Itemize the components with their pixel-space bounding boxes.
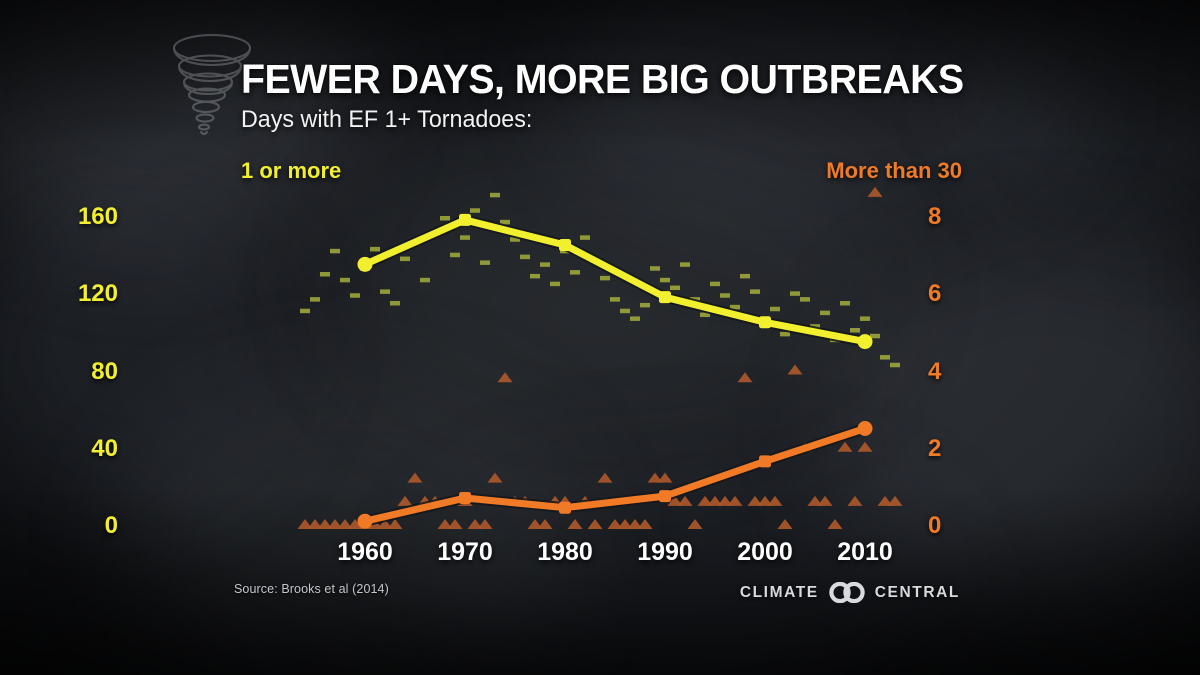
page-title: FEWER DAYS, MORE BIG OUTBREAKS [241,56,964,102]
y-axis-right-tick: 2 [928,434,942,462]
y-axis-left-tick: 80 [91,357,118,385]
logo-text-climate: CLIMATE [739,583,819,601]
climate-central-logo: CLIMATE CENTRAL [740,582,960,603]
scatter-yearly-one-or-more [300,192,900,368]
y-axis-left-tick: 40 [91,434,118,462]
trend-line-one-or-more-marker [559,239,571,252]
y-axis-right-tick: 8 [928,203,942,230]
interlocking-rings-icon [829,582,865,603]
y-axis-left-tick: 120 [77,280,118,308]
trend-line-more-than-30-marker [857,421,873,437]
trend-line-one-or-more-marker [759,316,771,329]
trend-line-more-than-30-marker [459,492,471,505]
trend-line-more-than-30-marker [357,513,373,529]
trend-line-more-than-30 [361,425,869,525]
x-axis-tick: 1980 [537,538,593,566]
x-axis-tick: 1970 [437,538,493,566]
trend-line-more-than-30-marker [759,455,771,468]
x-axis-tick: 2000 [737,538,793,566]
x-axis-tick: 2010 [837,538,893,566]
trend-line-one-or-more-marker [659,291,671,304]
legend-label-left: 1 or more [241,158,342,183]
logo-text-central: CENTRAL [874,583,960,601]
y-axis-right-tick: 0 [928,512,942,539]
trend-line-one-or-more-marker [357,256,373,272]
y-axis-left-tick: 160 [77,203,118,230]
page-subtitle: Days with EF 1+ Tornadoes: [241,106,533,133]
trend-line-more-than-30-marker [659,490,671,503]
legend-label-right: More than 30 [826,158,962,183]
scatter-yearly-more-than-30 [297,186,903,529]
x-axis-tick: 1960 [337,538,393,566]
trend-line-more-than-30-marker [559,501,571,514]
source-credit: Source: Brooks et al (2014) [234,582,389,596]
trend-line-one-or-more-marker [459,213,471,226]
y-axis-left-tick: 0 [104,512,118,539]
y-axis-right-tick: 4 [928,357,942,385]
tornado-icon [172,33,252,136]
trend-line-one-or-more [361,216,869,346]
x-axis-tick: 1990 [637,538,693,566]
y-axis-right-tick: 6 [928,280,942,308]
trend-line-one-or-more-marker [857,334,873,350]
trend-line-more-than-30-halo [359,423,871,527]
trend-line-one-or-more-halo [359,214,871,348]
